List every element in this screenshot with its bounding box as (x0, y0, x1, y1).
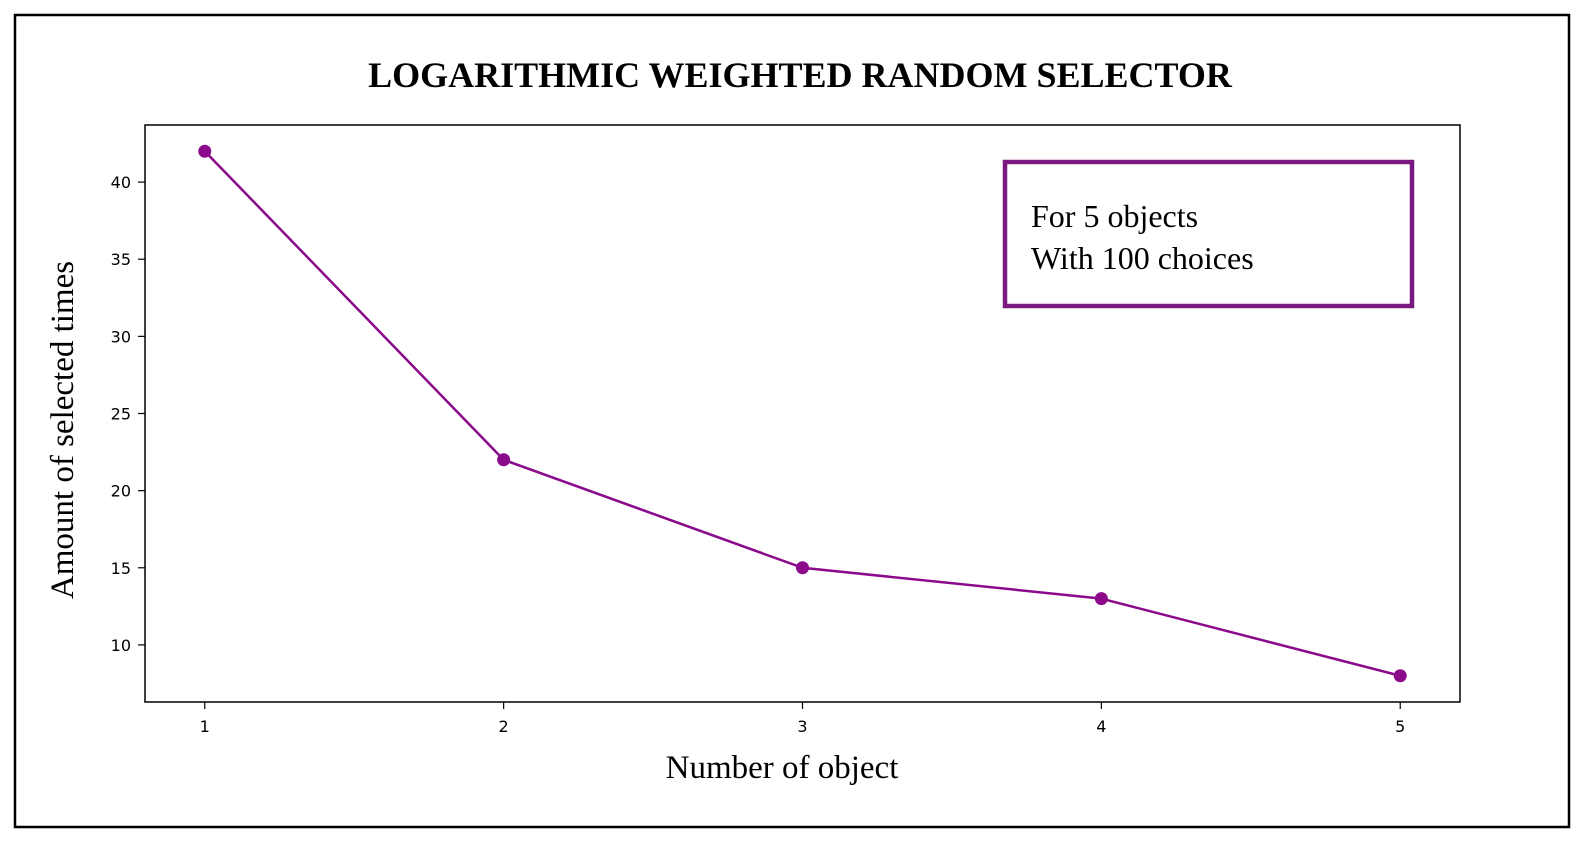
x-tick-label: 3 (797, 717, 807, 736)
data-point (1094, 592, 1108, 606)
y-tick-label: 20 (111, 482, 131, 501)
y-tick-label: 30 (111, 327, 131, 346)
y-tick-label: 40 (111, 173, 131, 192)
x-tick-label: 5 (1395, 717, 1405, 736)
data-point (497, 453, 511, 467)
y-tick-label: 25 (111, 405, 131, 424)
data-point (796, 561, 809, 575)
x-axis-ticks: 1 2 3 4 5 (200, 702, 1405, 736)
annotation-line-2: With 100 choices (1031, 240, 1254, 276)
x-tick-label: 2 (499, 717, 509, 736)
x-tick-label: 4 (1096, 717, 1106, 736)
annotation-line-1: For 5 objects (1031, 198, 1198, 234)
y-axis-label: Amount of selected times (45, 261, 81, 599)
y-axis-ticks: 10 15 20 25 30 35 40 (111, 173, 145, 655)
y-tick-label: 10 (111, 636, 131, 655)
y-tick-label: 35 (111, 250, 131, 269)
data-point (198, 144, 212, 158)
chart-title: LOGARITHMIC WEIGHTED RANDOM SELECTOR (368, 55, 1233, 95)
x-tick-label: 1 (200, 717, 210, 736)
data-point (1393, 669, 1407, 683)
outer-frame (13, 13, 1571, 829)
annotation-box (1002, 159, 1415, 309)
series-line-group (198, 144, 1407, 683)
x-axis-label: Number of object (666, 750, 899, 786)
y-tick-label: 15 (111, 559, 131, 578)
